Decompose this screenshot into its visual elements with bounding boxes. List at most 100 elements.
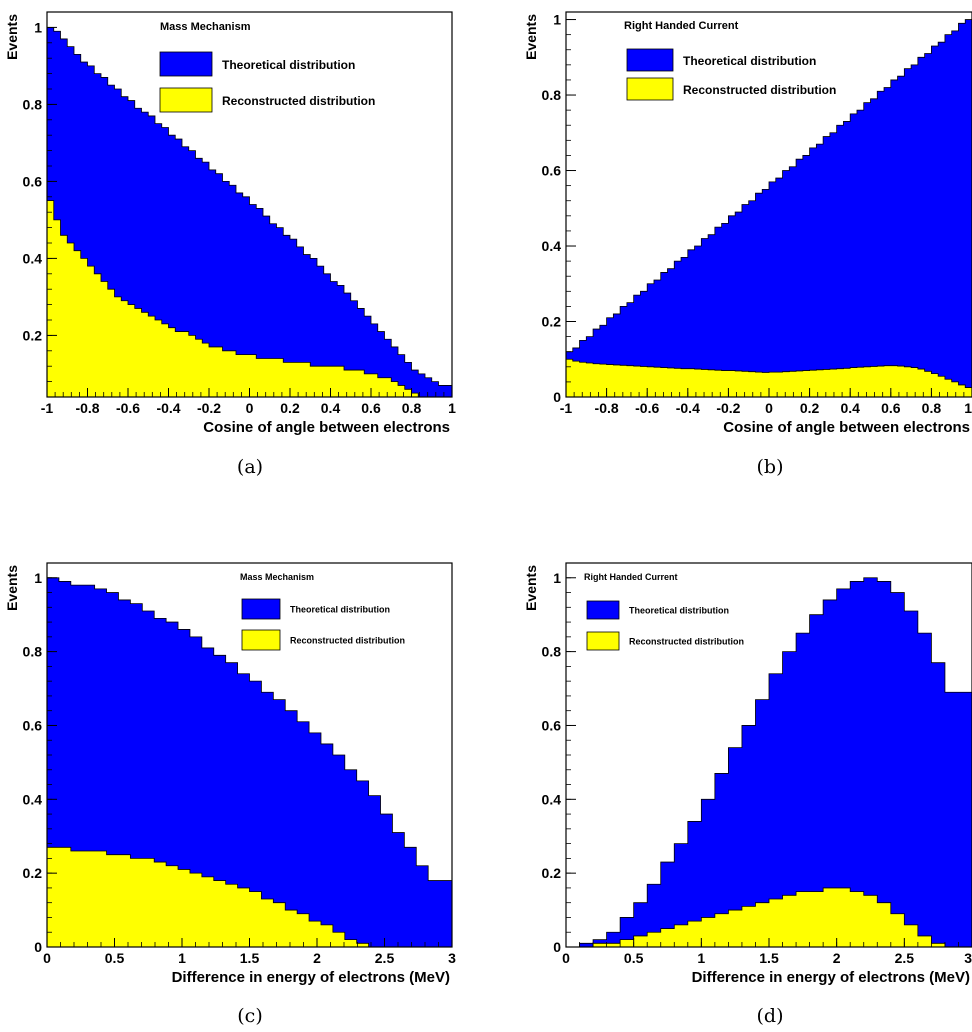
x-tick-label: 0.2 (800, 400, 820, 416)
y-tick-label: 0.6 (542, 717, 562, 733)
x-tick-label: -0.8 (75, 400, 99, 416)
reconstructed-histogram (46, 200, 452, 398)
reconstructed-histogram (566, 887, 972, 948)
reconstructed-histogram (565, 358, 972, 398)
y-axis-label: Events (523, 14, 539, 60)
legend-swatch-reconstructed (241, 629, 281, 651)
y-tick-label: 0.6 (23, 717, 43, 733)
y-axis-label: Events (4, 14, 20, 60)
y-axis-label: Events (523, 565, 539, 611)
legend-swatch-reconstructed (586, 631, 620, 651)
x-tick-label: -0.2 (197, 400, 221, 416)
x-tick-label: 3 (448, 950, 456, 966)
x-tick-label: -1 (41, 400, 54, 416)
y-tick-label: 0.8 (542, 644, 562, 660)
legend-title: Right Handed Current (624, 20, 739, 32)
x-axis-label: Difference in energy of electrons (MeV) (172, 969, 450, 986)
legend-swatch-reconstructed (626, 77, 674, 101)
panel-caption: (c) (237, 1005, 262, 1027)
y-tick-label: 0.8 (542, 87, 562, 103)
x-tick-label: -0.6 (116, 400, 140, 416)
theoretical-histogram (565, 19, 972, 398)
y-tick-label: 0 (34, 939, 42, 955)
x-tick-label: 1 (964, 400, 972, 416)
chart-panel-a: -1 -0.8 -0.6 -0.4 -0.2 0 0.2 0.4 0.6 0.8 1 1 0.8 0.6 0… (4, 11, 456, 478)
y-tick-label: 0.6 (542, 163, 562, 179)
x-tick-label: 1 (178, 950, 186, 966)
x-tick-label: -0.4 (156, 400, 180, 416)
x-tick-label: 1 (448, 400, 456, 416)
legend-title: Mass Mechanism (160, 21, 251, 33)
y-tick-label: 1 (553, 12, 561, 28)
legend-swatch-theoretical (241, 598, 281, 620)
x-tick-label: -0.6 (635, 400, 659, 416)
legend-title: Mass Mechanism (240, 572, 314, 582)
legend-label-theoretical: Theoretical distribution (222, 58, 355, 72)
legend-swatch-theoretical (626, 48, 674, 72)
panel-caption: (d) (757, 1005, 784, 1027)
x-tick-label: -1 (560, 400, 573, 416)
y-tick-label: 0 (553, 389, 561, 405)
y-tick-label: 0.4 (542, 238, 562, 254)
x-tick-label: 0 (765, 400, 773, 416)
legend-label-reconstructed: Reconstructed distribution (290, 636, 405, 646)
y-tick-label: 0 (553, 939, 561, 955)
y-axis-label: Events (4, 565, 20, 611)
x-tick-label: -0.8 (595, 400, 619, 416)
legend-label-reconstructed: Reconstructed distribution (222, 94, 375, 108)
x-tick-label: 0.2 (280, 400, 300, 416)
x-tick-label: 1 (697, 950, 705, 966)
legend-title: Right Handed Current (584, 572, 678, 582)
y-tick-label: 0.2 (542, 865, 562, 881)
y-tick-label: 0.2 (23, 865, 43, 881)
x-tick-label: 0.6 (881, 400, 901, 416)
chart-panel-c: 0 0.5 1 1.5 2 2.5 3 1 0.8 0.6 0.4 0.2 0 Difference in… (4, 562, 456, 1027)
reconstructed-histogram (46, 846, 452, 948)
legend-label-theoretical: Theoretical distribution (629, 606, 729, 616)
y-tick-label: 0.8 (23, 644, 43, 660)
y-tick-label: 0.4 (542, 791, 562, 807)
x-tick-label: 2.5 (375, 950, 395, 966)
theoretical-histogram (46, 577, 453, 948)
x-tick-label: 2 (833, 950, 841, 966)
x-tick-label: 0.5 (624, 950, 644, 966)
legend-label-reconstructed: Reconstructed distribution (629, 637, 744, 647)
x-tick-label: 1.5 (759, 950, 779, 966)
y-tick-label: 0.2 (23, 327, 43, 343)
x-axis-label: Difference in energy of electrons (MeV) (692, 969, 970, 986)
x-tick-label: 2 (313, 950, 321, 966)
x-tick-label: 0 (246, 400, 254, 416)
x-tick-label: 0 (562, 950, 570, 966)
theoretical-histogram (46, 27, 453, 398)
y-tick-label: 1 (553, 570, 561, 586)
panel-caption: (a) (237, 456, 263, 478)
panel-caption: (b) (757, 456, 784, 478)
x-tick-label: 2.5 (895, 950, 915, 966)
chart-panel-d: 0 0.5 1 1.5 2 2.5 3 1 0.8 0.6 0.4 0.2 0 Difference in… (523, 562, 972, 1027)
legend-label-theoretical: Theoretical distribution (683, 54, 816, 68)
x-axis-label: Cosine of angle between electrons (203, 419, 450, 436)
x-axis-label: Cosine of angle between electrons (723, 419, 970, 436)
y-tick-label: 0.2 (542, 314, 562, 330)
y-tick-label: 0.4 (23, 791, 43, 807)
y-tick-label: 1 (34, 19, 42, 35)
legend-swatch-theoretical (586, 600, 620, 620)
x-tick-label: 3 (964, 950, 972, 966)
y-tick-label: 0.8 (23, 96, 43, 112)
x-tick-label: 0.4 (321, 400, 341, 416)
x-tick-label: 0.8 (402, 400, 422, 416)
legend-label-theoretical: Theoretical distribution (290, 605, 390, 615)
x-tick-label: 0 (43, 950, 51, 966)
x-tick-label: 1.5 (240, 950, 260, 966)
theoretical-histogram (566, 577, 972, 948)
legend-label-reconstructed: Reconstructed distribution (683, 83, 836, 97)
y-tick-label: 1 (34, 570, 42, 586)
legend-swatch-reconstructed (159, 87, 213, 113)
x-tick-label: 0.8 (922, 400, 942, 416)
y-tick-label: 0.6 (23, 173, 43, 189)
legend-swatch-theoretical (159, 51, 213, 77)
chart-panel-b: -1 -0.8 -0.6 -0.4 -0.2 0 0.2 0.4 0.6 0.8 1 1 0.8 0.6 0… (523, 11, 972, 478)
x-tick-label: 0.5 (105, 950, 125, 966)
x-tick-label: 0.6 (361, 400, 381, 416)
